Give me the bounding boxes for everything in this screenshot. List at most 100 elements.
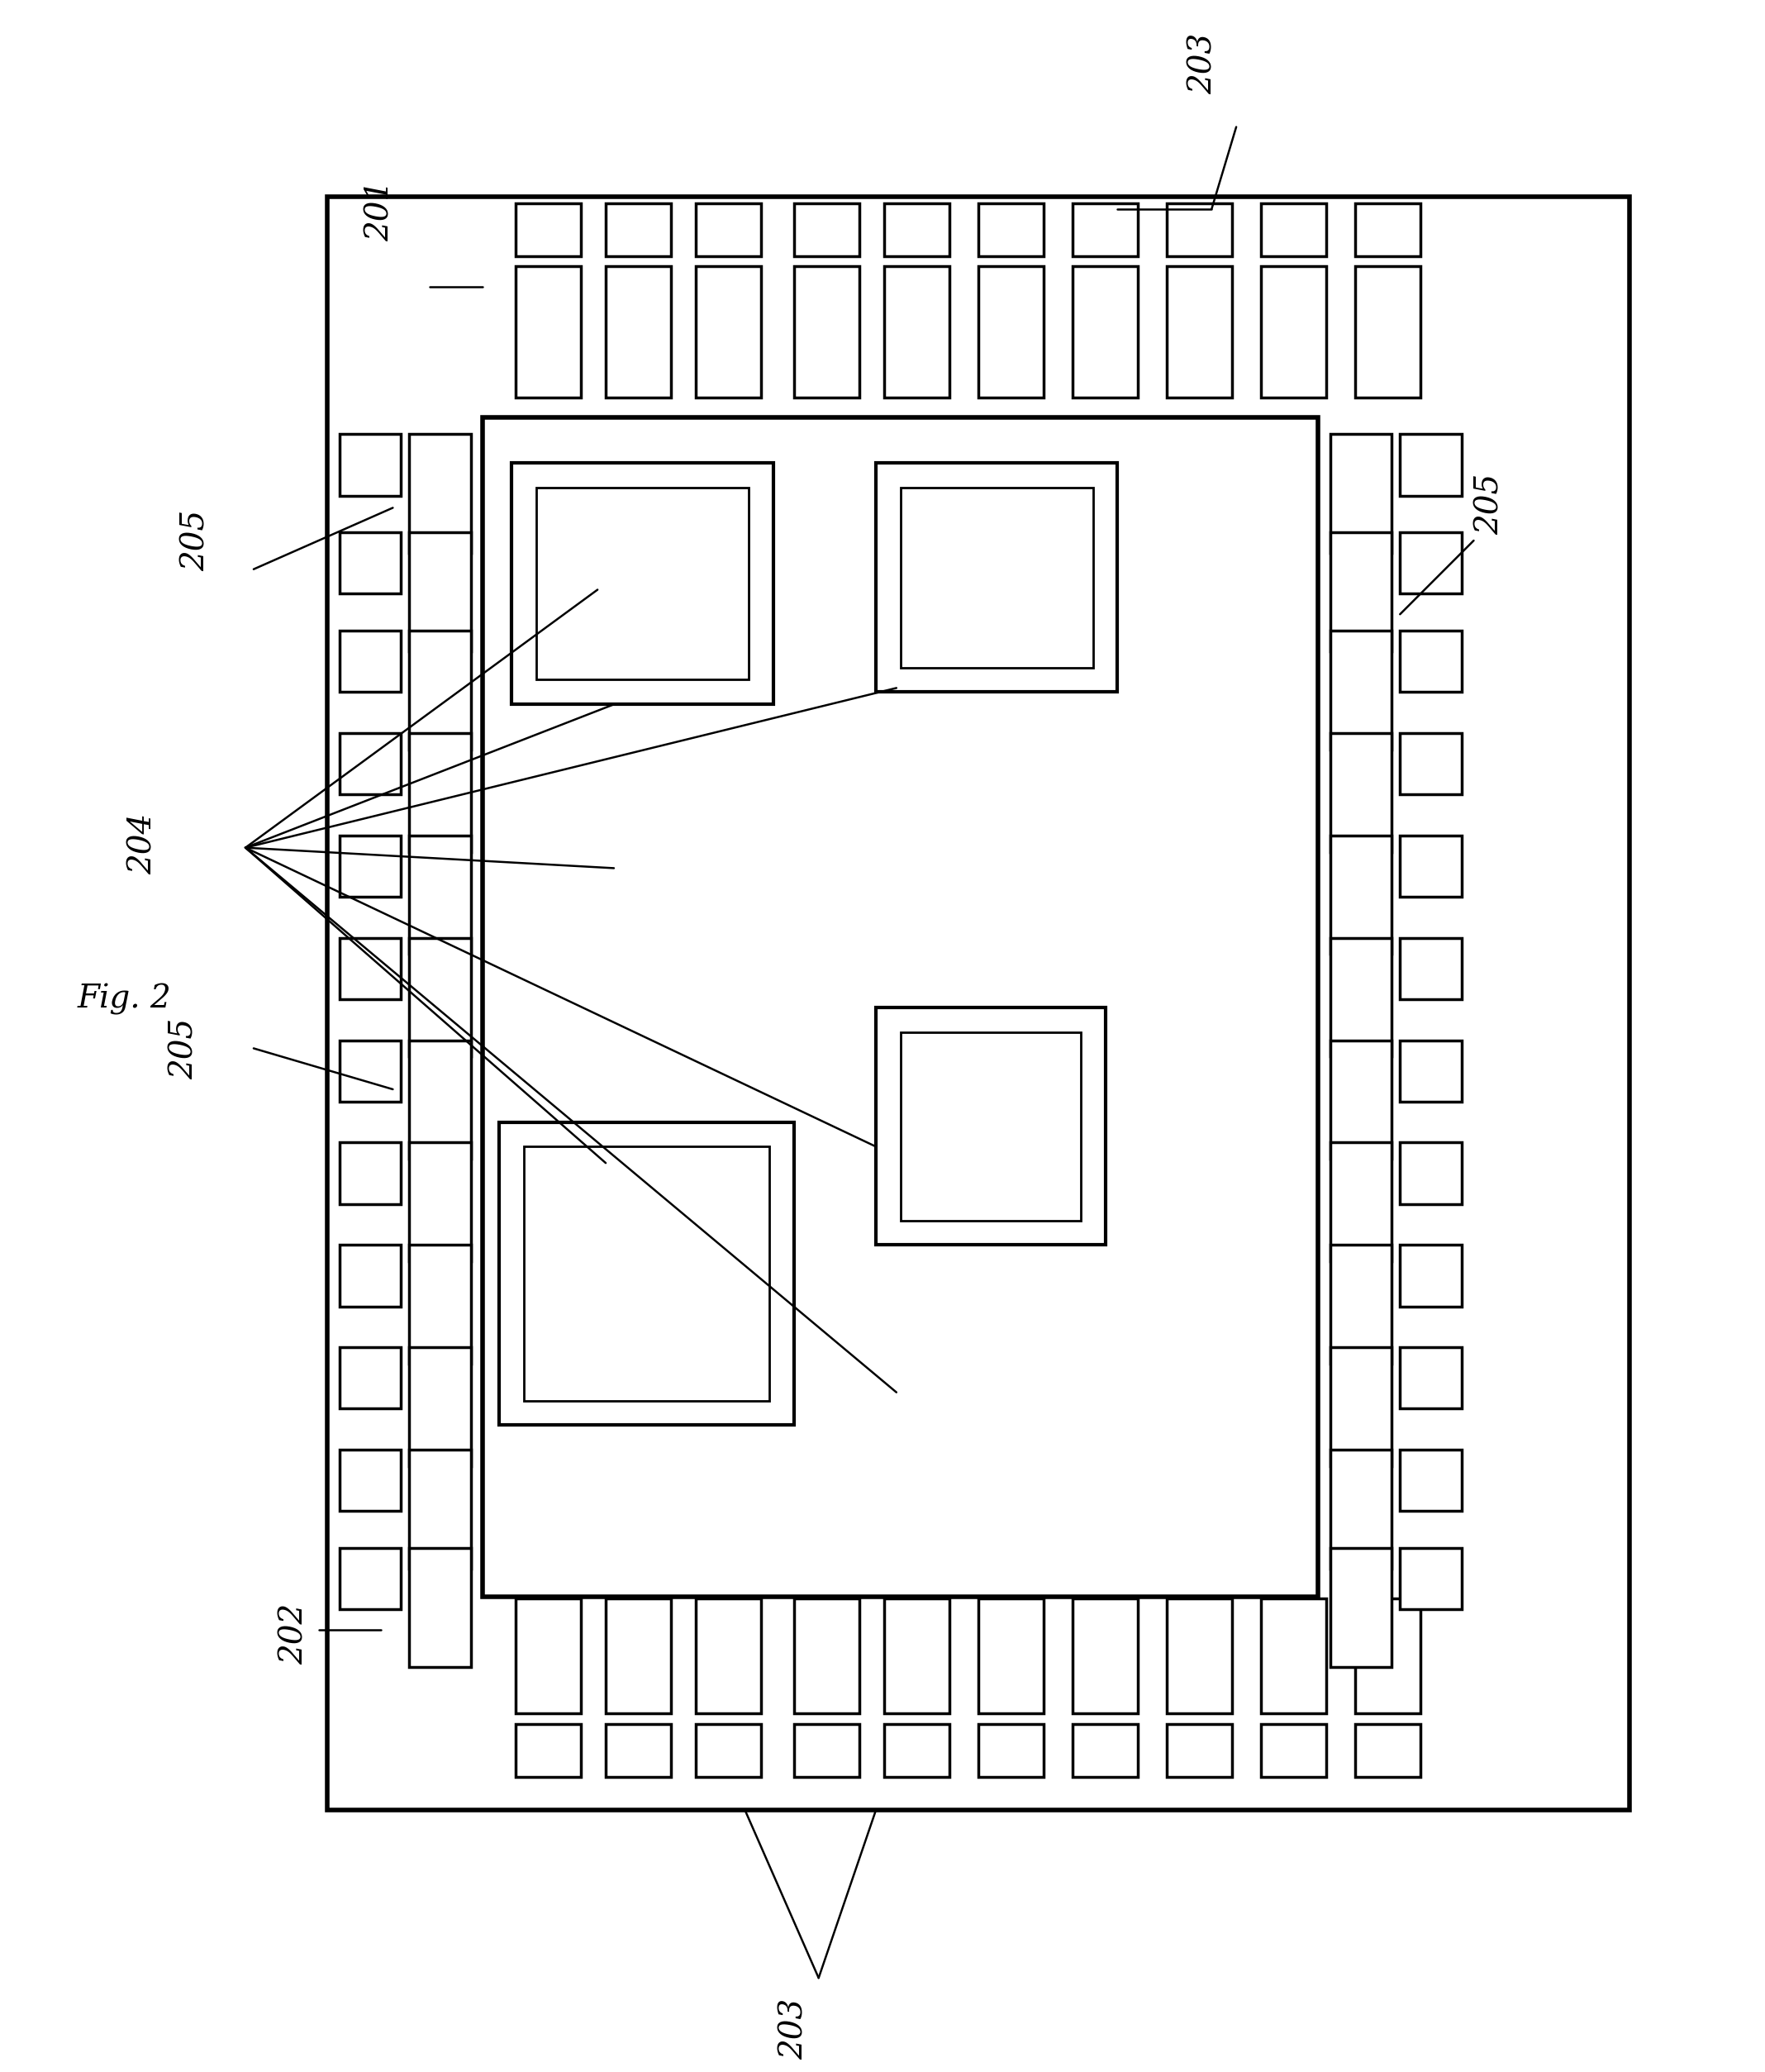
Bar <box>1073 203 1138 257</box>
Bar <box>409 533 471 651</box>
Bar <box>484 419 1318 1598</box>
Bar <box>978 203 1043 257</box>
Bar <box>339 533 401 595</box>
Bar <box>409 1040 471 1158</box>
Bar <box>794 1600 860 1714</box>
Bar <box>327 197 1629 1811</box>
Bar <box>409 1450 471 1569</box>
Bar <box>875 1007 1105 1245</box>
Bar <box>1400 433 1461 495</box>
Bar <box>1331 1142 1393 1262</box>
Bar <box>900 487 1093 667</box>
Bar <box>1331 1548 1393 1666</box>
Bar <box>1400 533 1461 595</box>
Bar <box>1331 630 1393 750</box>
Bar <box>1400 1347 1461 1409</box>
Bar <box>1331 835 1393 953</box>
Bar <box>512 462 773 704</box>
Bar <box>884 1600 950 1714</box>
Bar <box>1260 1724 1326 1778</box>
Text: 203: 203 <box>1188 33 1220 93</box>
Bar <box>1400 1548 1461 1610</box>
Bar <box>339 1245 401 1305</box>
Bar <box>1331 1245 1393 1363</box>
Bar <box>695 1724 761 1778</box>
Bar <box>900 1032 1080 1220</box>
Bar <box>1356 1724 1421 1778</box>
Bar <box>875 462 1117 692</box>
Text: Fig. 2: Fig. 2 <box>78 984 171 1015</box>
Bar <box>1167 1724 1232 1778</box>
Bar <box>978 1724 1043 1778</box>
Bar <box>339 835 401 897</box>
Bar <box>409 939 471 1057</box>
Text: 205: 205 <box>1476 472 1506 535</box>
Bar <box>978 265 1043 398</box>
Bar <box>1331 1450 1393 1569</box>
Bar <box>339 733 401 794</box>
Bar <box>794 1724 860 1778</box>
Bar <box>515 1600 581 1714</box>
Bar <box>1073 1724 1138 1778</box>
Bar <box>605 1600 671 1714</box>
Bar <box>1331 533 1393 651</box>
Bar <box>1400 630 1461 692</box>
Bar <box>409 1347 471 1467</box>
Text: 202: 202 <box>279 1604 311 1664</box>
Bar <box>537 487 748 680</box>
Bar <box>1073 1600 1138 1714</box>
Bar <box>1400 1142 1461 1204</box>
Bar <box>1400 939 1461 999</box>
Bar <box>1400 835 1461 897</box>
Bar <box>524 1146 770 1401</box>
Bar <box>1167 265 1232 398</box>
Bar <box>515 1724 581 1778</box>
Text: 201: 201 <box>365 180 395 242</box>
Bar <box>1356 265 1421 398</box>
Bar <box>1400 733 1461 794</box>
Bar <box>1260 203 1326 257</box>
Bar <box>339 1142 401 1204</box>
Bar <box>1331 433 1393 553</box>
Bar <box>884 203 950 257</box>
Bar <box>409 835 471 953</box>
Bar <box>515 265 581 398</box>
Bar <box>1260 265 1326 398</box>
Bar <box>605 203 671 257</box>
Bar <box>1073 265 1138 398</box>
Bar <box>1400 1450 1461 1510</box>
Bar <box>409 433 471 553</box>
Bar <box>1400 1245 1461 1305</box>
Bar <box>695 265 761 398</box>
Bar <box>409 1142 471 1262</box>
Bar <box>1356 203 1421 257</box>
Bar <box>978 1600 1043 1714</box>
Bar <box>884 265 950 398</box>
Bar <box>1167 1600 1232 1714</box>
Text: 203: 203 <box>778 1997 810 2060</box>
Bar <box>339 1040 401 1102</box>
Bar <box>409 1548 471 1666</box>
Bar <box>1331 733 1393 852</box>
Bar <box>499 1123 794 1426</box>
Bar <box>409 1245 471 1363</box>
Bar <box>1331 1347 1393 1467</box>
Bar <box>1331 1040 1393 1158</box>
Bar <box>794 203 860 257</box>
Bar <box>1260 1600 1326 1714</box>
Text: 205: 205 <box>182 510 212 572</box>
Bar <box>605 1724 671 1778</box>
Bar <box>1167 203 1232 257</box>
Bar <box>1400 1040 1461 1102</box>
Bar <box>794 265 860 398</box>
Bar <box>695 203 761 257</box>
Bar <box>339 939 401 999</box>
Bar <box>1356 1600 1421 1714</box>
Bar <box>605 265 671 398</box>
Bar <box>884 1724 950 1778</box>
Bar <box>515 203 581 257</box>
Bar <box>409 733 471 852</box>
Text: 204: 204 <box>127 812 159 874</box>
Bar <box>339 630 401 692</box>
Text: 205: 205 <box>169 1017 199 1080</box>
